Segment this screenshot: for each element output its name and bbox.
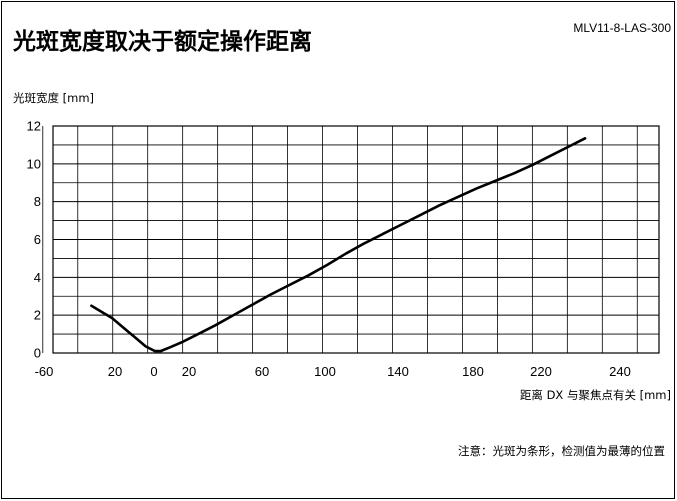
x-tick-label: 140 [387, 364, 409, 379]
x-tick-label: 20 [108, 364, 122, 379]
y-tick-label: 10 [27, 156, 41, 171]
y-axis-label: 光斑宽度 [mm] [13, 91, 95, 105]
series [90, 136, 587, 353]
x-tick-label: -60 [35, 364, 54, 379]
x-axis-label: 距离 DX 与聚焦点有关 [mm] [519, 388, 671, 402]
x-tick-label: 60 [255, 364, 269, 379]
y-tick-label: 0 [34, 346, 41, 361]
plot-border [52, 125, 660, 354]
x-tick-label: 20 [182, 364, 196, 379]
tick-labels: 0 2 4 6 8 10 12 -60 20 0 20 60 100 140 180 220 240 [27, 119, 631, 380]
x-tick-label: 0 [150, 364, 157, 379]
chart-title: 光斑宽度取决于额定操作距离 [13, 28, 312, 55]
y-tick-label: 2 [34, 308, 41, 323]
y-tick-label: 4 [34, 270, 41, 285]
product-code: MLV11-8-LAS-300 [573, 21, 671, 35]
x-tick-label: 180 [462, 364, 484, 379]
y-tick-label: 12 [27, 119, 41, 134]
x-tick-label: 240 [609, 364, 631, 379]
series-line [90, 136, 587, 353]
grid [42, 125, 660, 354]
y-tick-label: 8 [34, 194, 41, 209]
x-tick-label: 220 [530, 364, 552, 379]
y-tick-label: 6 [34, 232, 41, 247]
x-tick-label: 100 [314, 364, 336, 379]
footnote: 注意：光斑为条形，检测值为最薄的位置 [458, 444, 665, 458]
